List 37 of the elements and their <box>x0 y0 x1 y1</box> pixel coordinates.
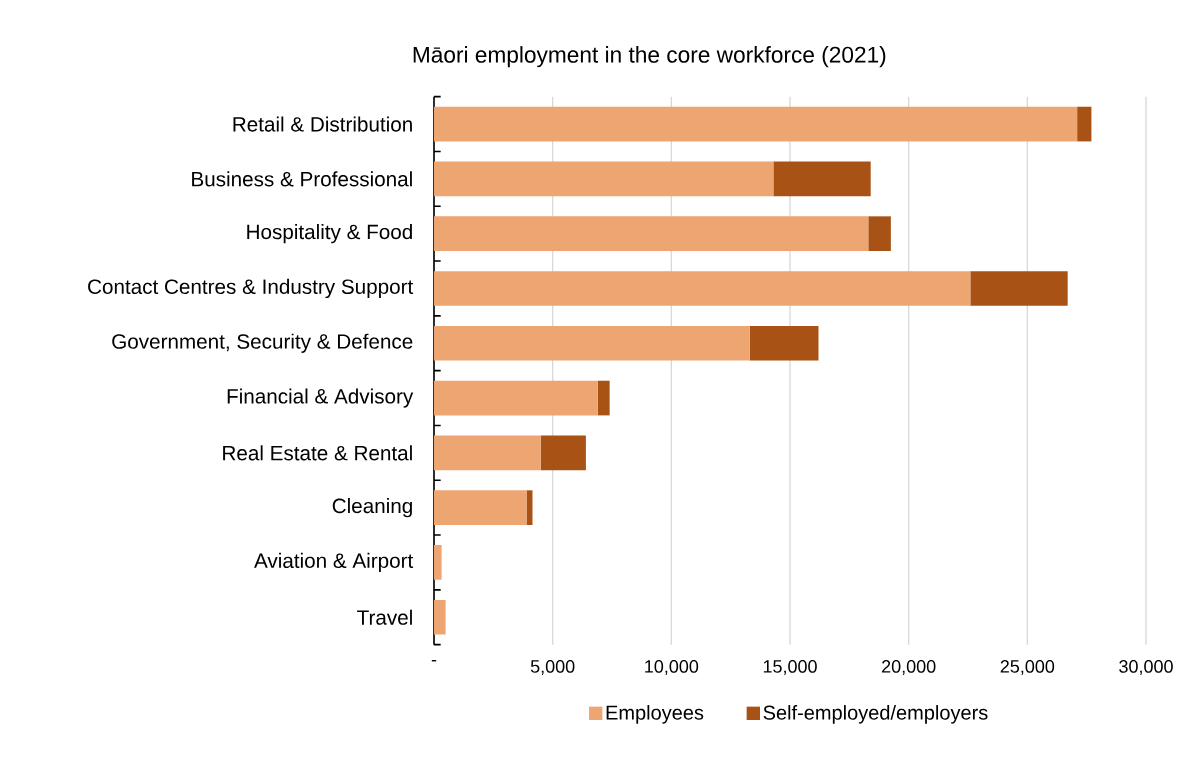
x-tick-label: 15,000 <box>763 660 817 675</box>
bar <box>597 380 610 416</box>
bar <box>434 106 1078 142</box>
y-tick-label: Government, Security & Defence <box>112 333 413 353</box>
bar <box>1077 106 1092 142</box>
y-tick-label: Contact Centres & Industry Support <box>88 278 414 299</box>
bar <box>434 271 971 306</box>
legend-label: Self-employed/employers <box>763 705 988 724</box>
chart-title: Māori employment in the core workforce (2021) <box>413 46 886 68</box>
x-tick-label: 20,000 <box>882 660 936 675</box>
x-tick-label: - <box>431 660 437 662</box>
bar <box>434 216 869 251</box>
y-tick-label: Retail & Distribution <box>233 116 412 132</box>
bar <box>540 435 586 471</box>
bar <box>773 161 871 197</box>
bar <box>434 490 527 525</box>
bar <box>970 271 1068 306</box>
legend-label: Employees <box>606 705 704 724</box>
y-tick-label: Financial & Advisory <box>227 388 414 408</box>
y-tick-label: Cleaning <box>332 498 412 518</box>
bar <box>434 380 598 416</box>
bar <box>434 545 442 580</box>
x-tick-label: 30,000 <box>1119 660 1173 675</box>
bar <box>434 161 774 197</box>
x-tick-label: 5,000 <box>530 660 575 675</box>
x-tick-label: 10,000 <box>645 660 699 675</box>
y-tick-label: Real Estate & Rental <box>223 445 412 461</box>
bar <box>434 599 446 635</box>
bar <box>434 325 750 361</box>
x-tick-label: 25,000 <box>1000 660 1055 675</box>
y-tick-label: Hospitality & Food <box>247 224 412 244</box>
y-tick-label: Business & Professional <box>192 171 412 187</box>
y-tick-label: Travel <box>357 609 412 625</box>
bar <box>868 216 891 251</box>
y-tick-label: Aviation & Airport <box>254 552 414 573</box>
bar <box>749 325 819 361</box>
bar <box>434 435 541 471</box>
